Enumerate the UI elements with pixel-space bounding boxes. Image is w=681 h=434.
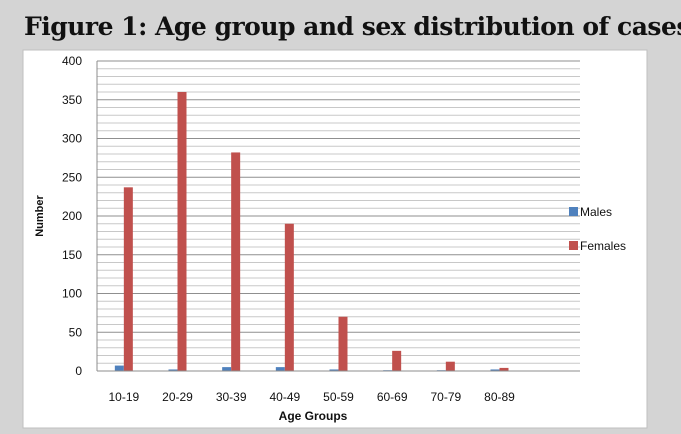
x-tick-label: 60-69	[377, 390, 408, 404]
y-tick-label: 200	[62, 209, 82, 223]
bars	[114, 92, 509, 371]
figure-title: Figure 1: Age group and sex distribution…	[24, 12, 681, 41]
legend: Males Females	[569, 205, 626, 253]
x-tick-label: 70-79	[430, 390, 461, 404]
bar-males-40-49	[275, 367, 285, 371]
bar-males-10-19	[114, 365, 124, 371]
bar-males-20-29	[168, 369, 178, 371]
legend-swatch-females	[569, 241, 578, 250]
bar-females-20-29	[177, 92, 187, 371]
bar-females-40-49	[284, 223, 294, 371]
x-tick-label: 50-59	[323, 390, 354, 404]
y-tick-label: 300	[62, 132, 82, 146]
bar-females-30-39	[231, 152, 241, 371]
y-axis-ticks: 0 50 100 150 200 250 300 350 400	[62, 54, 82, 378]
bar-females-70-79	[445, 361, 455, 371]
legend-label-males: Males	[580, 205, 612, 219]
bar-females-60-69	[392, 350, 402, 371]
legend-label-females: Females	[580, 239, 626, 253]
y-tick-label: 250	[62, 170, 82, 184]
bar-males-30-39	[222, 367, 232, 371]
bar-males-50-59	[329, 369, 339, 371]
x-tick-label: 40-49	[269, 390, 300, 404]
y-tick-label: 400	[62, 54, 82, 68]
x-axis-ticks: 10-19 20-29 30-39 40-49 50-59 60-69 70-79 80-89	[108, 390, 515, 404]
y-axis-title: Number	[34, 195, 46, 237]
x-tick-label: 30-39	[216, 390, 247, 404]
y-tick-label: 100	[62, 287, 82, 301]
x-tick-label: 80-89	[484, 390, 515, 404]
legend-swatch-males	[569, 207, 578, 216]
x-tick-label: 20-29	[162, 390, 193, 404]
x-tick-label: 10-19	[108, 390, 139, 404]
bar-females-10-19	[123, 187, 133, 371]
bar-females-50-59	[338, 316, 348, 371]
y-tick-label: 350	[62, 93, 82, 107]
bar-females-80-89	[499, 367, 509, 371]
y-tick-label: 150	[62, 248, 82, 262]
y-tick-label: 0	[75, 364, 82, 378]
bar-males-80-89	[490, 369, 500, 371]
x-axis-title: Age Groups	[279, 409, 348, 423]
y-tick-label: 50	[69, 325, 83, 339]
